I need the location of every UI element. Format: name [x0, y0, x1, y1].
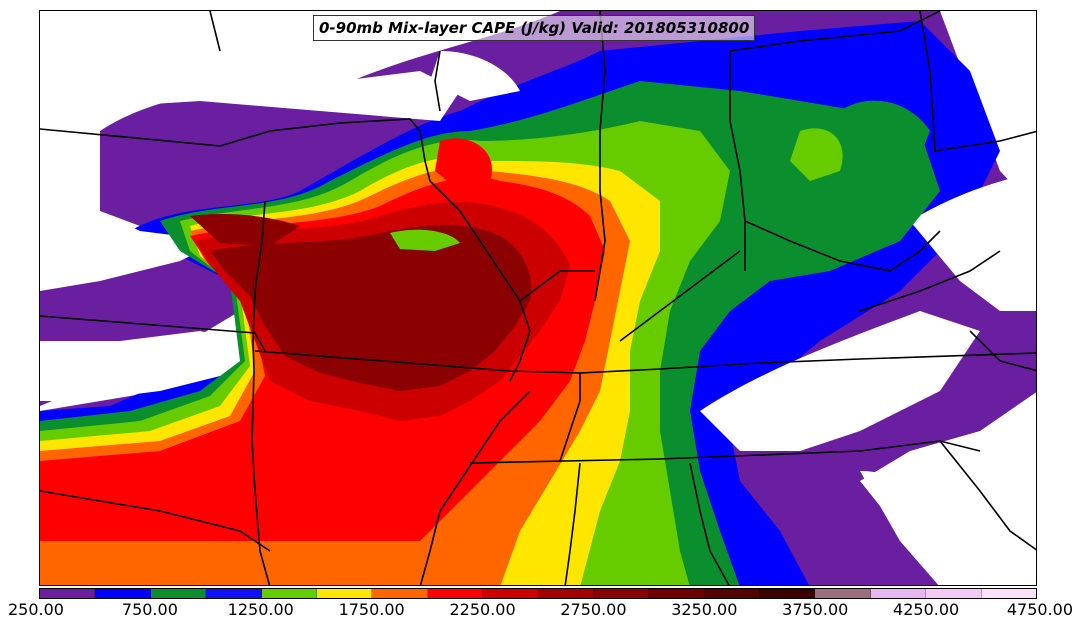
colorbar-swatch — [870, 589, 927, 598]
colorbar-swatch — [538, 589, 594, 598]
colorbar-swatch — [427, 589, 484, 598]
colorbar-swatch — [40, 589, 96, 598]
colorbar-tick-label: 3250.00 — [671, 600, 738, 619]
colorbar-swatch — [926, 589, 982, 598]
state-borders — [40, 11, 1036, 585]
map-title: 0-90mb Mix-layer CAPE (J/kg) Valid: 2018… — [313, 15, 756, 41]
colorbar-swatch — [372, 589, 428, 598]
colorbar-tick-label: 1250.00 — [227, 600, 294, 619]
colorbar-swatch — [95, 589, 151, 598]
cape-map — [39, 10, 1037, 586]
colorbar-swatch — [150, 589, 207, 598]
colorbar-swatch — [206, 589, 262, 598]
colorbar-swatch — [316, 589, 373, 598]
colorbar-tick-label: 1750.00 — [338, 600, 405, 619]
colorbar-tick-label: 4250.00 — [893, 600, 960, 619]
colorbar-tick-label: 750.00 — [121, 600, 178, 619]
cape-2750-region — [210, 225, 532, 391]
colorbar-swatch — [760, 589, 816, 598]
colorbar-swatch — [593, 589, 650, 598]
colorbar-swatch — [261, 589, 317, 598]
colorbar-swatch — [649, 589, 705, 598]
colorbar-ticks: 250.00 750.00 1250.00 1750.00 2250.00 2750.00… — [0, 600, 1081, 630]
colorbar-tick-label: 2250.00 — [449, 600, 516, 619]
colorbar-swatch — [483, 589, 539, 598]
colorbar-tick-label: 2750.00 — [560, 600, 627, 619]
colorbar-swatch — [704, 589, 761, 598]
colorbar — [39, 588, 1037, 599]
cape-field — [40, 11, 1036, 585]
colorbar-tick-label: 4750.00 — [1006, 600, 1073, 619]
colorbar-swatch — [981, 589, 1037, 598]
colorbar-tick-label: 250.00 — [8, 600, 64, 619]
colorbar-swatch — [815, 589, 871, 598]
colorbar-tick-label: 3750.00 — [782, 600, 849, 619]
